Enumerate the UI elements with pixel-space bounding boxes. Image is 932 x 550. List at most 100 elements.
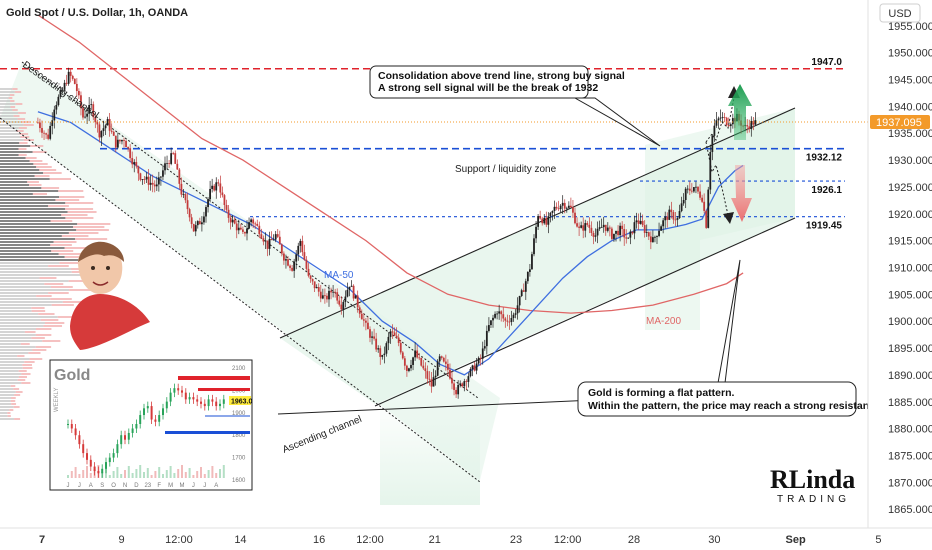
volume-bar-sell [14,91,22,93]
candle-body [362,319,365,321]
candle-body [401,352,404,359]
inset-x-tick: J [67,483,70,489]
candle-body [157,177,160,185]
candle-body [291,267,293,271]
volume-bar [0,136,21,138]
volume-bar [0,142,20,144]
volume-bar [0,316,58,318]
inset-y-tick: 1900 [232,411,246,417]
candle-body [729,124,732,127]
candle-body [223,195,226,205]
volume-bar-sell [10,94,15,96]
candle-body [260,234,263,239]
candle-body [237,227,240,231]
candle-body [711,135,714,153]
volume-bar [0,295,37,297]
volume-bar-sell [50,286,73,288]
candle-body [182,194,185,195]
volume-bar [0,214,62,216]
price-axis[interactable]: 1865.000 1870.000 1875.000 1880.000 1885.000… [867,0,932,528]
candle-body [377,348,380,350]
inset-x-tick: J [192,483,195,489]
inset-y-tick: 1800 [232,433,246,439]
currency-button[interactable] [879,3,921,23]
volume-bar [0,169,40,171]
candle-body [43,132,45,134]
candle-body [592,232,595,237]
volume-bar-sell [17,379,26,381]
candle-body [693,187,695,192]
volume-bar-sell [13,406,20,408]
candle-body [586,223,589,225]
candle-body [531,254,533,270]
inset-candle-body [116,444,119,454]
y-tick-label: 1890.000 [888,370,932,382]
volume-bar [0,361,25,363]
candle-body [112,131,115,136]
volume-bar-sell [11,397,16,399]
candle-body [436,361,439,376]
volume-bar [0,157,26,159]
inset-volume-bar [127,466,130,478]
candle-body [305,259,308,269]
candle-body [606,227,609,231]
level-labels: 1947.0 1932.12 1926.1 1919.45 [806,57,843,232]
inset-volume-bar [101,472,104,478]
volume-bar [0,331,25,333]
candle-body [641,220,644,226]
candle-body [420,357,423,366]
candle-body [635,220,638,223]
candle-body [37,122,39,124]
level-tag: 1947.0 [811,57,842,68]
volume-bar [0,418,15,420]
volume-bar-sell [22,364,32,366]
candle-body [145,176,148,180]
candle-body [510,318,513,322]
note1-line2: A strong sell signal will be the break o… [378,82,598,94]
volume-bar-sell [64,247,93,249]
candle-body [315,287,318,289]
volume-bar-sell [28,352,41,354]
volume-bar [0,397,12,399]
x-tick-label: 12:00 [356,534,384,546]
candle-body [358,307,361,314]
x-tick-label: 21 [429,534,441,546]
volume-bar [0,352,29,354]
candle-body [498,311,501,314]
candle-body [326,295,328,300]
candle-body [186,200,189,210]
volume-bar [0,340,43,342]
candle-body [293,261,296,271]
volume-bar-sell [18,370,27,372]
volume-bar [0,292,49,294]
volume-bar [0,313,39,315]
inset-volume-bar [154,471,157,478]
volume-bar [0,199,56,201]
candle-body [705,210,708,228]
candle-body [682,200,685,204]
candle-body [246,228,248,234]
time-axis[interactable]: 7 9 12:00 14 16 12:00 21 23 12:00 28 30 Sep 5 [0,527,932,550]
volume-bar-sell [39,169,57,171]
candle-body [555,206,558,209]
candle-body [541,218,544,224]
candle-body [61,89,64,91]
note2-box: Gold is forming a flat pattern. Within t… [577,381,906,417]
note1-line1: Consolidation above trend line, strong b… [378,70,625,82]
candles [37,67,757,399]
volume-bar [0,289,70,291]
candle-body [49,125,52,139]
volume-bar [0,247,65,249]
candle-body [367,322,369,330]
candle-body [73,78,76,84]
candle-body [229,217,232,223]
candle-body [153,184,156,187]
candle-body [346,289,349,297]
y-tick-label: 1915.000 [888,236,932,248]
candle-body [455,389,457,395]
volume-bar [0,400,11,402]
volume-bar [0,235,62,237]
candle-body [133,162,136,165]
volume-bar-sell [36,295,52,297]
